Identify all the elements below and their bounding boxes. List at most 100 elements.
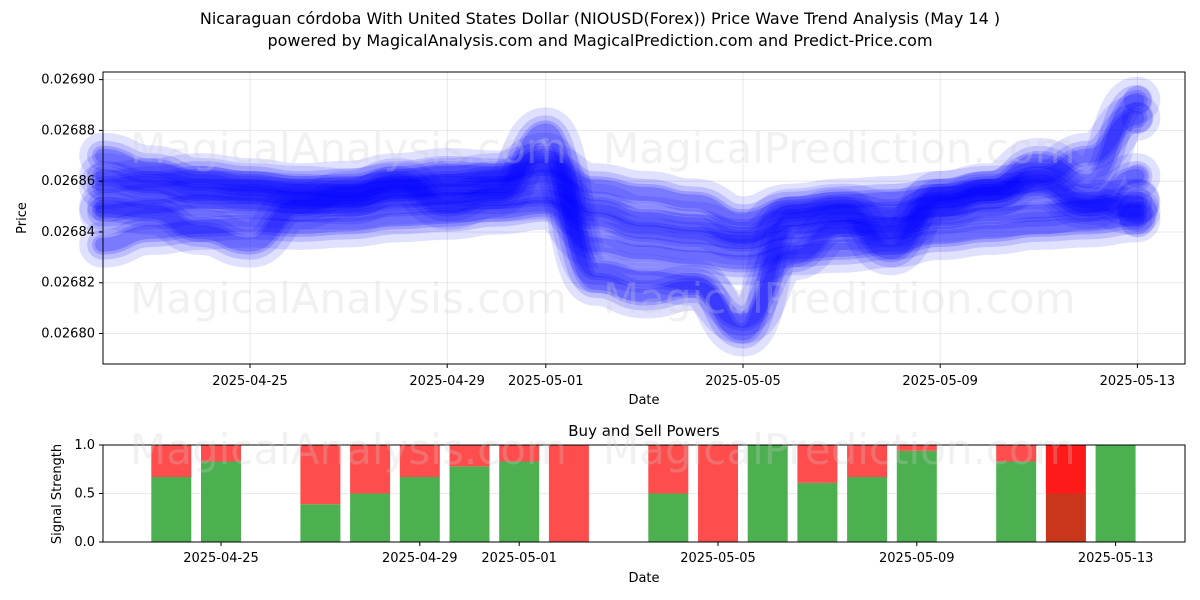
- sell-bar: [797, 445, 838, 483]
- x-tick-label: 2025-05-09: [902, 374, 978, 389]
- signal-y-ticks: 0.0 0.5 1.0: [74, 438, 103, 550]
- buy-bar: [747, 445, 788, 542]
- sell-bar: [399, 445, 440, 478]
- bottom-x-axis-label: Date: [628, 571, 659, 586]
- sell-bar: [1045, 445, 1086, 494]
- wave-end-marker: [1125, 164, 1150, 189]
- sell-bar: [996, 445, 1037, 462]
- wave-band-5: [95, 158, 1145, 227]
- buy-bar: [151, 477, 192, 542]
- y-tick-label: 0.02684: [41, 225, 95, 240]
- wave-band-4: [95, 92, 1145, 341]
- x-tick-label: 2025-04-29: [382, 551, 458, 566]
- wave-band-1: [95, 169, 1145, 245]
- wave-band-3: [92, 107, 1148, 331]
- sell-bar: [449, 445, 490, 467]
- buy-bar: [847, 477, 888, 542]
- buy-bar: [648, 493, 689, 542]
- wave-band-0: [79, 173, 1161, 266]
- watermark-prediction-top: MagicalPrediction.com: [603, 124, 1076, 173]
- watermark-prediction-bottom: MagicalPrediction.com: [603, 425, 1076, 474]
- y-tick-label: 0.02688: [41, 123, 95, 138]
- buy-bar: [797, 482, 838, 542]
- wave-band-2: [79, 183, 1161, 286]
- watermark-prediction-mid: MagicalPrediction.com: [603, 274, 1076, 323]
- wave-band-4: [92, 89, 1148, 344]
- sell-bar: [896, 445, 937, 451]
- sell-bar: [350, 445, 391, 494]
- wave-end-marker: [1115, 179, 1160, 224]
- sell-bar: [698, 445, 738, 542]
- buy-bar: [499, 461, 540, 542]
- sell-bar: [300, 445, 341, 505]
- wave-band-5: [79, 142, 1161, 243]
- wave-band-1: [92, 166, 1148, 248]
- watermark-analysis-mid: MagicalAnalysis.com: [130, 274, 567, 323]
- x-tick-label: 2025-05-01: [481, 551, 557, 566]
- wave-band-3: [87, 102, 1153, 336]
- wave-end-marker: [1117, 191, 1158, 232]
- chart-title: Nicaraguan córdoba With United States Do…: [0, 8, 1200, 52]
- buy-bar: [201, 461, 241, 542]
- buy-bar: [996, 461, 1037, 542]
- wave-band-5: [92, 155, 1148, 230]
- x-tick-label: 2025-05-09: [879, 551, 955, 566]
- y-tick-label: 0.02686: [41, 174, 95, 189]
- sell-bar: [151, 445, 192, 478]
- x-tick-label: 2025-04-25: [212, 374, 288, 389]
- y-tick-label: 0.0: [74, 535, 95, 550]
- signal-bars: [151, 445, 1136, 542]
- wave-band-1: [87, 161, 1153, 253]
- wave-band-3: [95, 110, 1145, 328]
- wave-band-1: [79, 153, 1161, 261]
- wave-bands: [79, 76, 1161, 357]
- sell-bar: [548, 445, 589, 542]
- signal-x-ticks: 2025-04-25 2025-04-29 2025-05-01 2025-05-05…: [183, 542, 1153, 566]
- y-tick-label: 0.02690: [41, 73, 95, 88]
- wave-band-2: [87, 191, 1153, 278]
- buy-bar: [300, 504, 341, 542]
- wave-band-4: [79, 76, 1161, 357]
- top-y-axis-label: Price: [15, 202, 30, 234]
- wave-band-0: [95, 189, 1145, 250]
- wave-band-4: [87, 84, 1153, 349]
- wave-end-marker: [1119, 201, 1156, 238]
- top-plot-frame: [102, 71, 1186, 365]
- bottom-chart-title: Buy and Sell Powers: [568, 422, 720, 440]
- buy-bar: [1045, 493, 1086, 542]
- buy-bar: [896, 450, 937, 542]
- x-tick-label: 2025-05-05: [705, 374, 781, 389]
- x-tick-label: 2025-05-13: [1078, 551, 1154, 566]
- x-tick-label: 2025-04-29: [409, 374, 485, 389]
- top-gridlines: [103, 72, 1185, 364]
- top-x-axis-label: Date: [628, 393, 659, 408]
- x-tick-label: 2025-05-01: [508, 374, 584, 389]
- buy-bar: [399, 477, 440, 542]
- watermark-analysis-bottom: MagicalAnalysis.com: [130, 425, 567, 474]
- title-line-2: powered by MagicalAnalysis.com and Magic…: [267, 31, 933, 50]
- bottom-y-axis-label: Signal Strength: [50, 444, 65, 544]
- wave-end-marker: [1123, 85, 1152, 114]
- watermark-analysis-top: MagicalAnalysis.com: [130, 124, 567, 173]
- price-y-ticks: 0.02680 0.02682 0.02684 0.02686 0.02688 0.026…: [41, 73, 103, 342]
- y-tick-label: 1.0: [74, 438, 95, 453]
- wave-band-3: [79, 94, 1161, 344]
- buy-bar: [449, 466, 490, 542]
- wave-band-5: [87, 150, 1153, 235]
- x-tick-label: 2025-05-13: [1100, 374, 1176, 389]
- y-tick-label: 0.02680: [41, 327, 95, 342]
- y-tick-label: 0.5: [74, 487, 95, 502]
- y-tick-label: 0.02682: [41, 276, 95, 291]
- title-line-1: Nicaraguan córdoba With United States Do…: [199, 9, 1001, 28]
- sell-bar: [201, 445, 241, 462]
- sell-bar: [847, 445, 888, 478]
- buy-bar: [350, 493, 391, 542]
- wave-end-marker: [1121, 101, 1154, 134]
- wave-band-0: [92, 186, 1148, 253]
- wave-band-2: [95, 199, 1145, 270]
- date-x-ticks: 2025-04-25 2025-04-29 2025-05-01 2025-05-05…: [212, 364, 1175, 389]
- wave-band-0: [87, 181, 1153, 258]
- x-tick-label: 2025-05-05: [680, 551, 756, 566]
- x-tick-label: 2025-04-25: [183, 551, 259, 566]
